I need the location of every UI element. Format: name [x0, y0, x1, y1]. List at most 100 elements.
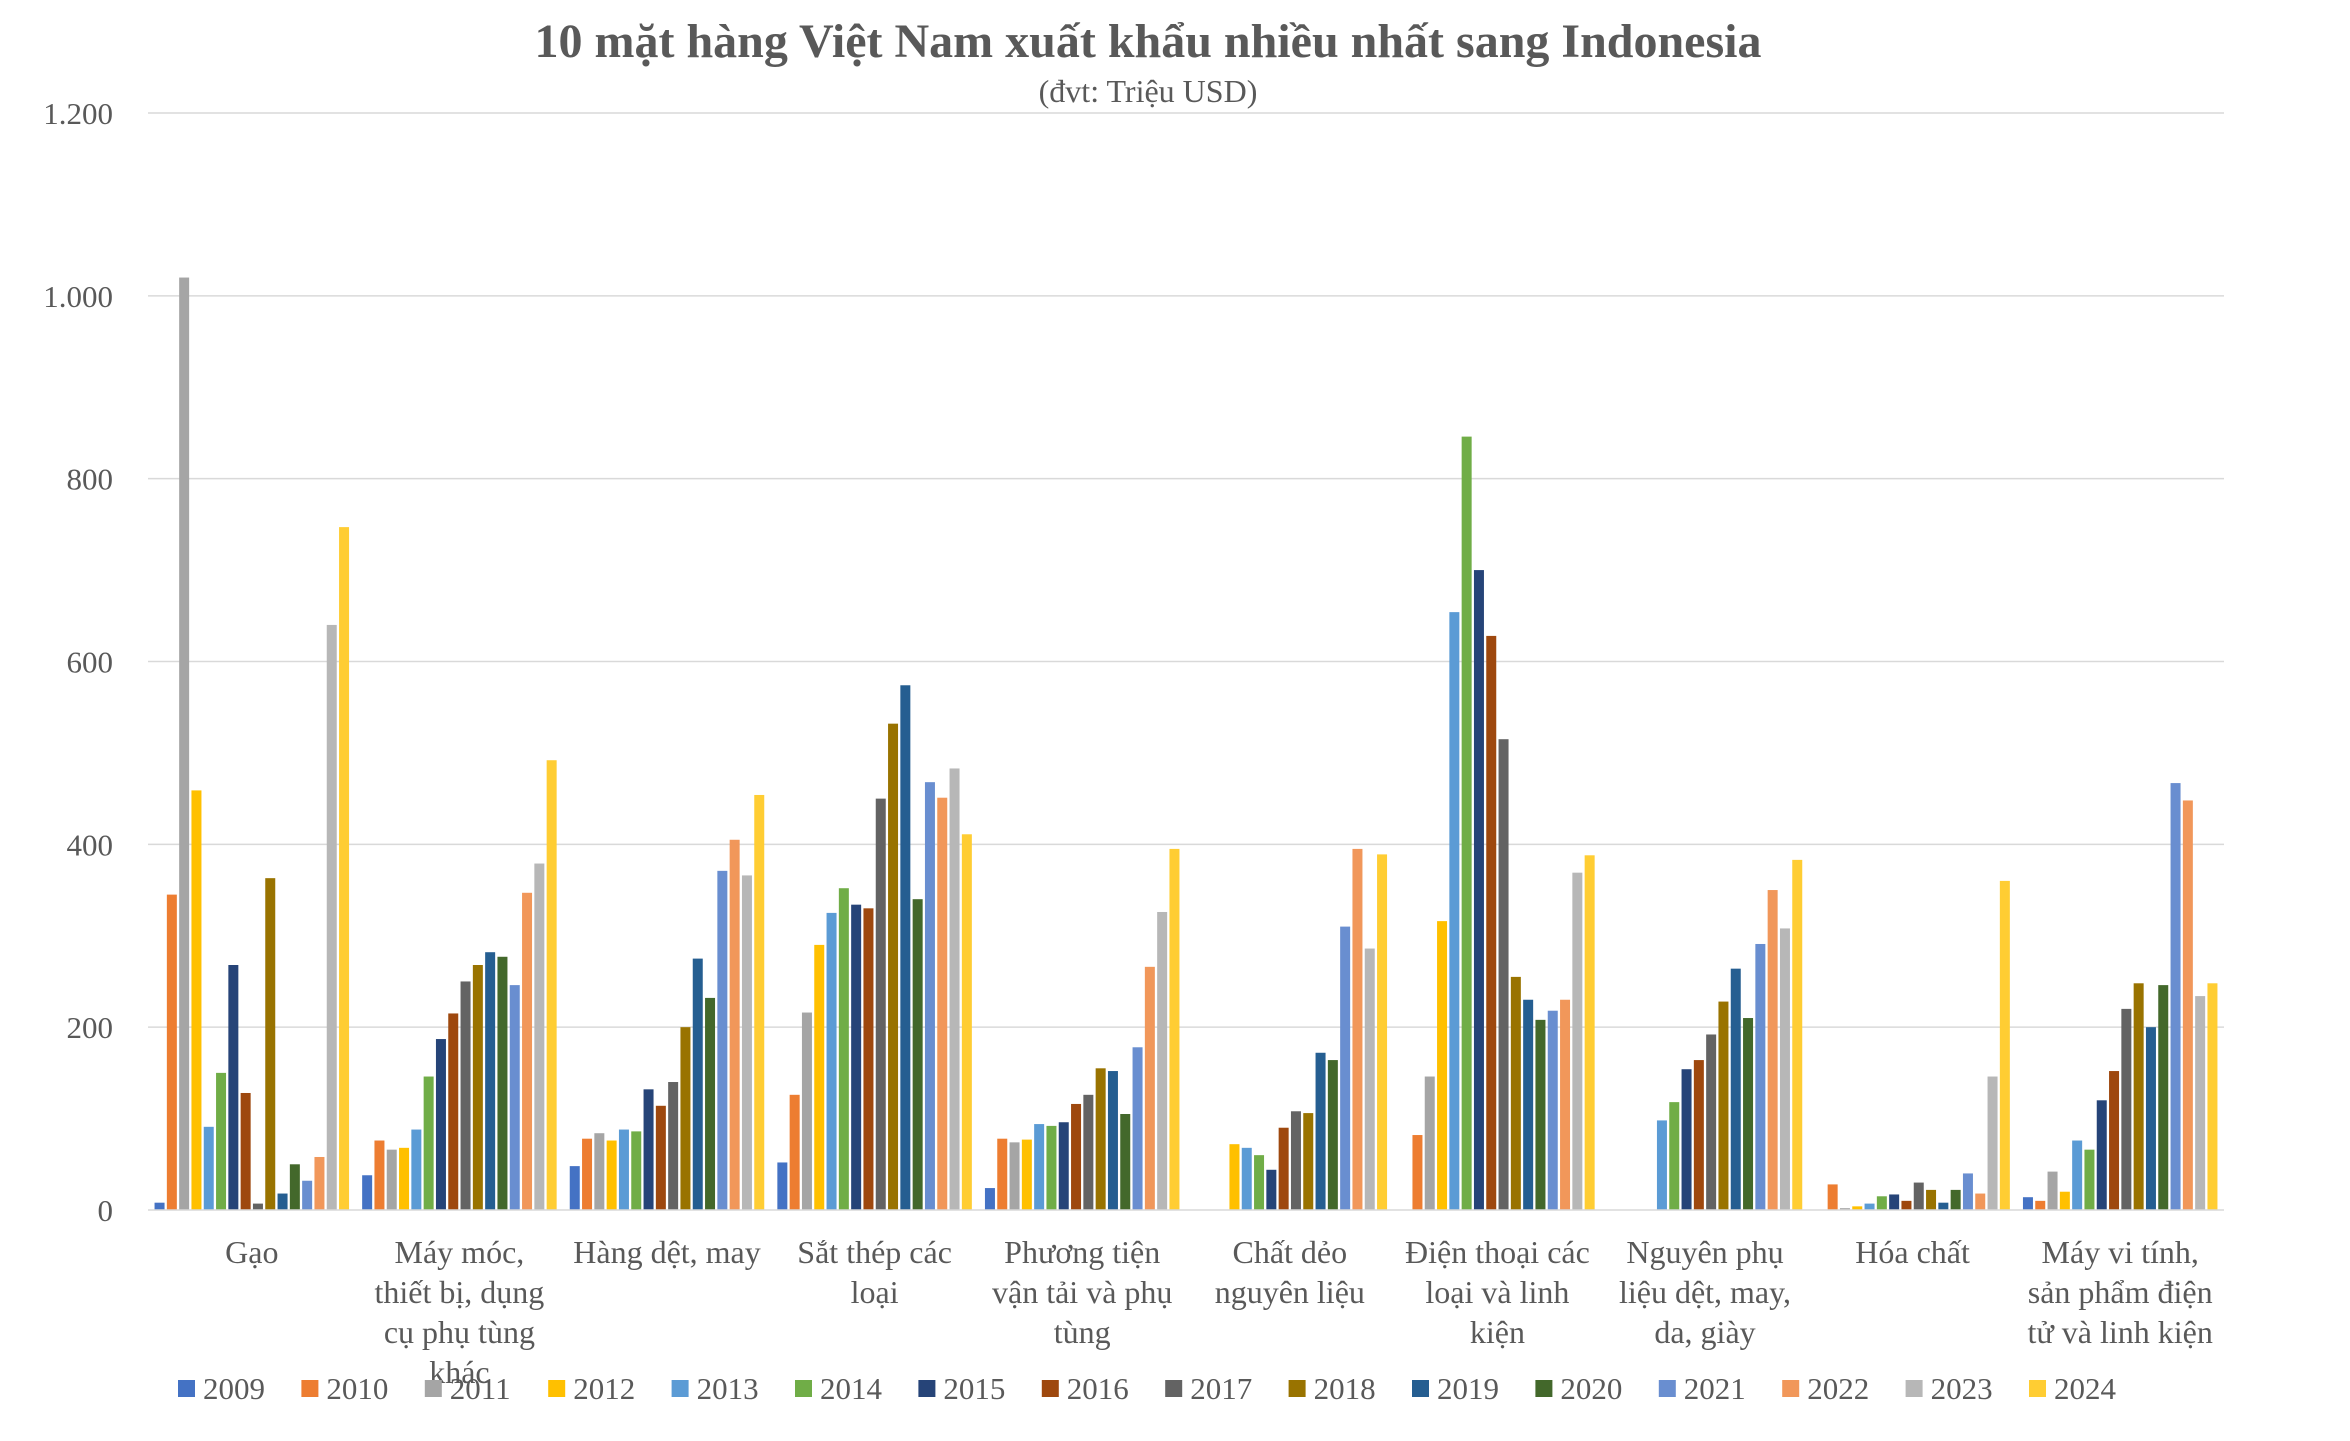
legend-item: 2011	[424, 1371, 511, 1406]
bar	[1132, 1047, 1143, 1210]
legend-item: 2024	[2029, 1371, 2117, 1406]
x-category-label: tùng	[1054, 1314, 1111, 1350]
x-category-label: vận tải và phụ	[992, 1274, 1172, 1310]
legend-item: 2016	[1041, 1371, 1129, 1406]
bar	[522, 892, 533, 1210]
bar	[1523, 999, 1534, 1210]
bar	[411, 1129, 422, 1210]
legend-label: 2010	[326, 1371, 388, 1406]
bar	[2109, 1071, 2120, 1210]
bar	[1962, 1173, 1973, 1210]
bar	[777, 1162, 788, 1210]
legend-label: 2022	[1807, 1371, 1869, 1406]
bar	[729, 839, 740, 1210]
x-category-label: nguyên liệu	[1215, 1274, 1365, 1310]
bar	[1449, 612, 1460, 1210]
legend-item: 2013	[671, 1371, 759, 1406]
bar	[2121, 1008, 2132, 1210]
legend-label: 2018	[1314, 1371, 1376, 1406]
x-category-label: Hàng dệt, may	[573, 1234, 761, 1270]
bar	[1266, 1169, 1277, 1210]
legend-label: 2020	[1560, 1371, 1622, 1406]
bar	[754, 794, 765, 1210]
bar	[984, 1188, 995, 1210]
bar	[1278, 1127, 1289, 1210]
bar	[912, 899, 923, 1210]
bar	[1999, 880, 2010, 1210]
bar	[1876, 1196, 1887, 1210]
bar	[1743, 1018, 1754, 1210]
bar	[1560, 999, 1571, 1210]
bar	[717, 870, 728, 1210]
bar	[1377, 854, 1388, 1210]
x-category-label: thiết bị, dụng	[375, 1274, 545, 1310]
bar	[423, 1076, 434, 1210]
legend-label: 2014	[820, 1371, 883, 1406]
bar	[2145, 1027, 2156, 1210]
bar	[179, 277, 190, 1210]
bar	[1169, 848, 1180, 1210]
legend-label: 2023	[1931, 1371, 1993, 1406]
bar	[1498, 739, 1509, 1210]
bar	[2207, 983, 2218, 1210]
bar	[2182, 800, 2193, 1210]
y-axis-tick-labels: 0 200 400 600 800 1.000 1.200	[43, 96, 113, 1228]
x-category-label: Hóa chất	[1855, 1234, 1970, 1270]
bar	[1473, 570, 1484, 1210]
bar	[1864, 1203, 1875, 1210]
bar	[1852, 1206, 1863, 1210]
x-category-label: liệu dệt, may,	[1619, 1274, 1791, 1310]
bar	[1254, 1155, 1265, 1210]
bar	[1767, 890, 1778, 1210]
legend-swatch	[548, 1380, 566, 1397]
bar	[1486, 635, 1497, 1210]
legend-swatch	[1288, 1380, 1306, 1397]
bar	[228, 965, 239, 1210]
legend-swatch	[795, 1380, 812, 1397]
bar	[1547, 1010, 1558, 1210]
bar	[1229, 1144, 1240, 1210]
bar	[924, 782, 935, 1210]
legend-swatch	[178, 1380, 195, 1397]
x-category-label: Gạo	[225, 1234, 278, 1270]
bar	[1755, 943, 1766, 1210]
bar	[1083, 1094, 1094, 1210]
bar	[497, 956, 508, 1210]
x-category-label: loại	[851, 1274, 899, 1310]
bar	[569, 1166, 580, 1210]
chart-title: 10 mặt hàng Việt Nam xuất khẩu nhiều nhấ…	[535, 15, 1762, 68]
bar	[1706, 1034, 1717, 1210]
legend-label: 2017	[1190, 1371, 1252, 1406]
bar	[1938, 1202, 1949, 1210]
bar	[326, 624, 337, 1210]
bar	[1669, 1102, 1680, 1210]
bar	[668, 1082, 679, 1210]
bar	[692, 958, 703, 1210]
bar	[277, 1193, 288, 1210]
bar	[2133, 983, 2144, 1210]
bar	[1975, 1193, 1986, 1210]
bar	[1107, 1071, 1118, 1210]
bar	[1681, 1069, 1692, 1210]
legend-label: 2009	[203, 1371, 265, 1406]
bar	[1779, 928, 1790, 1210]
bar	[2072, 1140, 2083, 1210]
bar	[606, 1140, 617, 1210]
bar	[1021, 1139, 1032, 1210]
bar	[1095, 1068, 1106, 1210]
bar	[302, 1180, 313, 1210]
bar	[240, 1092, 251, 1210]
bar	[265, 878, 276, 1210]
bar	[741, 875, 752, 1210]
legend-item: 2023	[1905, 1371, 1993, 1406]
bar	[1889, 1194, 1900, 1210]
bar	[191, 790, 202, 1210]
bar	[655, 1105, 666, 1210]
bar	[252, 1203, 263, 1210]
bar	[399, 1147, 410, 1210]
legend-item: 2012	[548, 1371, 635, 1406]
bar	[2022, 1197, 2033, 1210]
bar	[374, 1140, 385, 1210]
